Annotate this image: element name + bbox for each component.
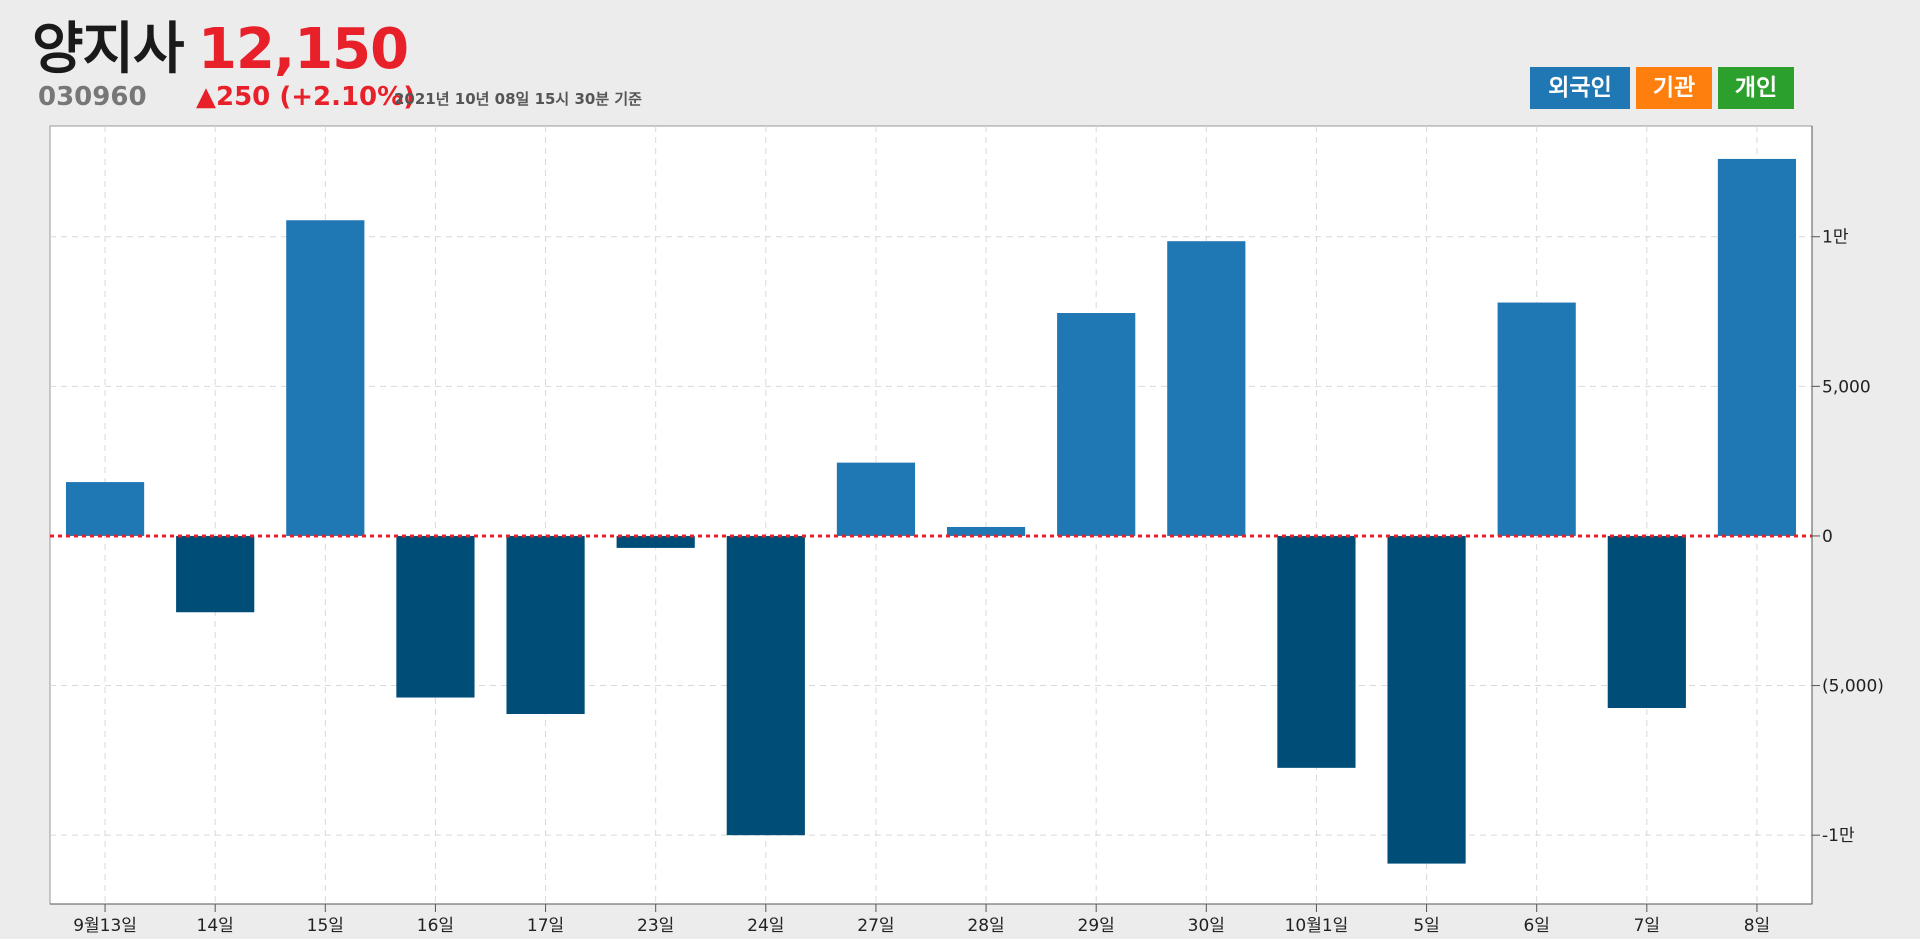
bar-9 [1057, 313, 1136, 536]
bar-8 [946, 526, 1026, 536]
bar-1 [176, 535, 255, 613]
x-tick-label-6: 24일 [747, 916, 784, 936]
x-tick-label-8: 28일 [967, 916, 1004, 936]
y-tick-label-2: 0 [1822, 527, 1833, 547]
bar-4 [506, 535, 585, 714]
x-tick-label-14: 7일 [1634, 916, 1660, 936]
bar-11 [1277, 535, 1356, 768]
y-tick-label-0: -1만 [1822, 826, 1855, 846]
stock-code: 030960 [38, 82, 147, 112]
x-tick-label-11: 10월1일 [1285, 916, 1349, 936]
x-tick-label-3: 16일 [417, 916, 454, 936]
y-tick-label-1: (5,000) [1822, 677, 1884, 697]
x-tick-label-10: 30일 [1188, 916, 1225, 936]
bar-12 [1387, 535, 1466, 864]
x-tick-label-7: 27일 [857, 916, 894, 936]
bar-2 [286, 220, 365, 536]
x-tick-label-5: 23일 [637, 916, 674, 936]
bar-5 [616, 535, 695, 548]
x-tick-label-2: 15일 [307, 916, 344, 936]
legend-institution-button[interactable]: 기관 [1636, 67, 1712, 109]
x-tick-label-15: 8일 [1744, 916, 1770, 936]
y-tick-label-3: 5,000 [1822, 377, 1871, 397]
x-tick-label-1: 14일 [197, 916, 234, 936]
bar-3 [396, 535, 475, 698]
stock-price: 12,150 [198, 17, 409, 82]
bar-0 [65, 482, 145, 536]
legend-foreign-button[interactable]: 외국인 [1530, 67, 1630, 109]
x-tick-label-0: 9월13일 [73, 916, 137, 936]
bar-10 [1167, 241, 1246, 536]
investor-legend: 외국인 기관 개인 [1530, 67, 1794, 109]
timestamp: 2021년 10년 08일 15시 30분 기준 [394, 90, 642, 108]
y-tick-label-4: 1만 [1822, 228, 1849, 248]
x-tick-label-13: 6일 [1523, 916, 1549, 936]
x-tick-label-9: 29일 [1078, 916, 1115, 936]
legend-individual-button[interactable]: 개인 [1718, 67, 1794, 109]
bar-13 [1497, 302, 1576, 536]
x-tick-label-4: 17일 [527, 916, 564, 936]
bar-6 [726, 535, 805, 836]
stock-name: 양지사 [32, 17, 185, 82]
stock-change: ▲250 (+2.10%) [196, 82, 416, 112]
bar-15 [1717, 158, 1797, 536]
bar-7 [836, 462, 916, 536]
bar-14 [1607, 535, 1686, 709]
x-tick-label-12: 5일 [1413, 916, 1439, 936]
